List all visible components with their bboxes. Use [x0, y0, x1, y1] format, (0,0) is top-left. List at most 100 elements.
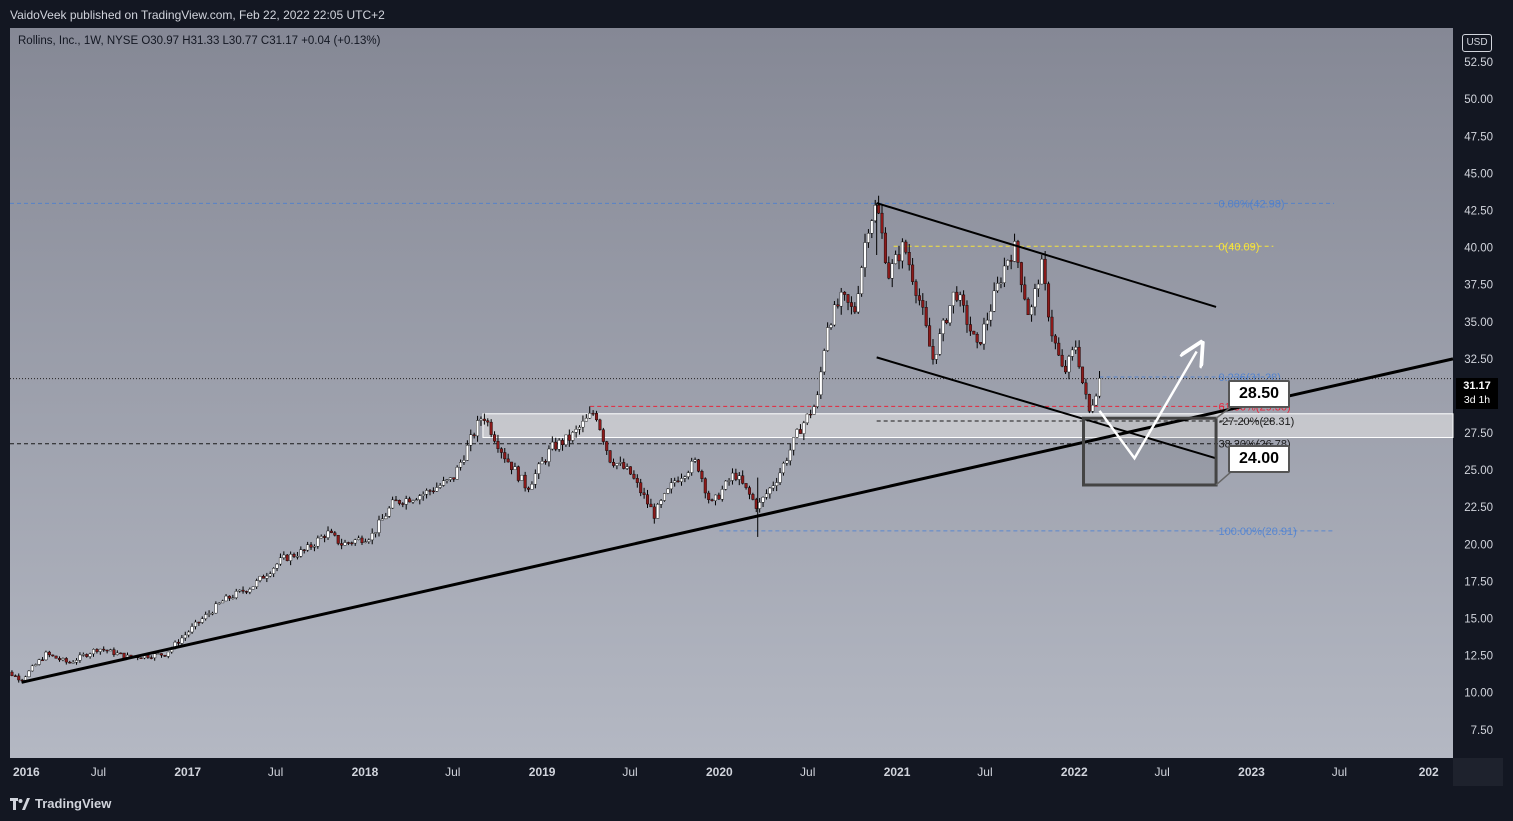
candle-body[interactable]	[163, 654, 167, 657]
candle-body[interactable]	[68, 661, 72, 664]
candle-body[interactable]	[578, 426, 582, 430]
candle-body[interactable]	[1087, 394, 1091, 412]
candle-body[interactable]	[880, 212, 884, 234]
candle-body[interactable]	[159, 653, 163, 656]
candle-body[interactable]	[204, 614, 208, 619]
candle-body[interactable]	[350, 542, 354, 544]
candle-body[interactable]	[605, 441, 609, 451]
candle-body[interactable]	[445, 479, 449, 481]
candle-body[interactable]	[860, 267, 864, 294]
candle-body[interactable]	[720, 489, 724, 500]
candle-body[interactable]	[700, 471, 704, 479]
candle-body[interactable]	[544, 461, 548, 463]
candle-body[interactable]	[238, 589, 242, 592]
candle-body[interactable]	[329, 530, 333, 533]
candle-body[interactable]	[805, 413, 809, 424]
candle-body[interactable]	[380, 518, 384, 521]
candle-body[interactable]	[659, 500, 663, 505]
candle-body[interactable]	[119, 652, 123, 655]
candle-body[interactable]	[662, 493, 666, 501]
candle-body[interactable]	[809, 413, 813, 416]
candle-body[interactable]	[996, 283, 1000, 292]
candle-body[interactable]	[795, 429, 799, 438]
candle-body[interactable]	[88, 653, 92, 657]
candle-body[interactable]	[336, 535, 340, 544]
candle-body[interactable]	[221, 600, 225, 604]
candle-body[interactable]	[180, 637, 184, 644]
candle-body[interactable]	[1060, 354, 1064, 367]
candle-body[interactable]	[275, 563, 279, 569]
candle-body[interactable]	[730, 472, 734, 481]
candle-body[interactable]	[707, 492, 711, 500]
candle-body[interactable]	[1067, 356, 1071, 373]
candle-body[interactable]	[877, 205, 881, 214]
candle-body[interactable]	[455, 466, 459, 480]
trendline-long-term-support[interactable]	[21, 357, 1454, 684]
candle-body[interactable]	[374, 532, 378, 534]
candle-body[interactable]	[1036, 283, 1040, 289]
candle-body[interactable]	[992, 290, 996, 312]
candle-body[interactable]	[1016, 241, 1020, 263]
candle-body[interactable]	[44, 651, 48, 661]
candle-body[interactable]	[513, 466, 517, 470]
candle-body[interactable]	[751, 494, 755, 500]
candle-body[interactable]	[496, 441, 500, 449]
candle-body[interactable]	[727, 480, 731, 482]
candle-body[interactable]	[112, 649, 116, 655]
candle-body[interactable]	[421, 494, 425, 496]
candle-body[interactable]	[958, 294, 962, 301]
candle-body[interactable]	[1074, 346, 1078, 351]
candle-body[interactable]	[102, 648, 106, 651]
candle-body[interactable]	[289, 553, 293, 561]
candle-body[interactable]	[411, 500, 415, 503]
candle-body[interactable]	[1094, 395, 1098, 406]
candle-body[interactable]	[326, 530, 330, 538]
candle-body[interactable]	[561, 440, 565, 446]
candle-body[interactable]	[1026, 298, 1030, 316]
candle-body[interactable]	[588, 412, 592, 419]
candle-body[interactable]	[846, 294, 850, 303]
candle-body[interactable]	[690, 460, 694, 473]
candle-body[interactable]	[938, 333, 942, 355]
candle-body[interactable]	[819, 371, 823, 396]
candle-body[interactable]	[302, 549, 306, 551]
candle-body[interactable]	[105, 649, 109, 652]
tradingview-brand[interactable]: TradingView	[10, 796, 111, 811]
candle-body[interactable]	[968, 324, 972, 332]
candle-body[interactable]	[224, 595, 228, 602]
candle-body[interactable]	[911, 264, 915, 282]
candle-body[interactable]	[139, 657, 143, 659]
candle-body[interactable]	[340, 543, 344, 546]
candle-body[interactable]	[897, 254, 901, 262]
candle-body[interactable]	[1077, 346, 1081, 368]
candle-body[interactable]	[278, 557, 282, 565]
candle-body[interactable]	[853, 306, 857, 313]
candle-body[interactable]	[64, 658, 68, 663]
candle-body[interactable]	[1081, 366, 1085, 384]
candle-body[interactable]	[571, 432, 575, 441]
candle-body[interactable]	[788, 449, 792, 461]
candle-body[interactable]	[530, 483, 534, 490]
candle-body[interactable]	[41, 659, 45, 661]
target-callout-lower[interactable]: 24.00	[1228, 444, 1291, 473]
candle-body[interactable]	[27, 670, 31, 678]
candle-body[interactable]	[741, 475, 745, 484]
candle-body[interactable]	[292, 553, 296, 557]
candle-body[interactable]	[309, 544, 313, 548]
candle-body[interactable]	[370, 533, 374, 541]
candle-body[interactable]	[1084, 382, 1088, 395]
candle-body[interactable]	[343, 542, 347, 546]
candle-body[interactable]	[931, 346, 935, 360]
candle-body[interactable]	[486, 420, 490, 423]
candle-body[interactable]	[673, 480, 677, 483]
candle-body[interactable]	[472, 434, 476, 437]
candle-body[interactable]	[989, 311, 993, 321]
candle-body[interactable]	[98, 648, 102, 652]
candle-body[interactable]	[921, 300, 925, 308]
candle-body[interactable]	[384, 515, 388, 520]
candle-body[interactable]	[955, 291, 959, 301]
candle-body[interactable]	[231, 597, 235, 599]
candle-body[interactable]	[537, 463, 541, 474]
candle-body[interactable]	[574, 429, 578, 433]
candle-body[interactable]	[520, 474, 524, 481]
